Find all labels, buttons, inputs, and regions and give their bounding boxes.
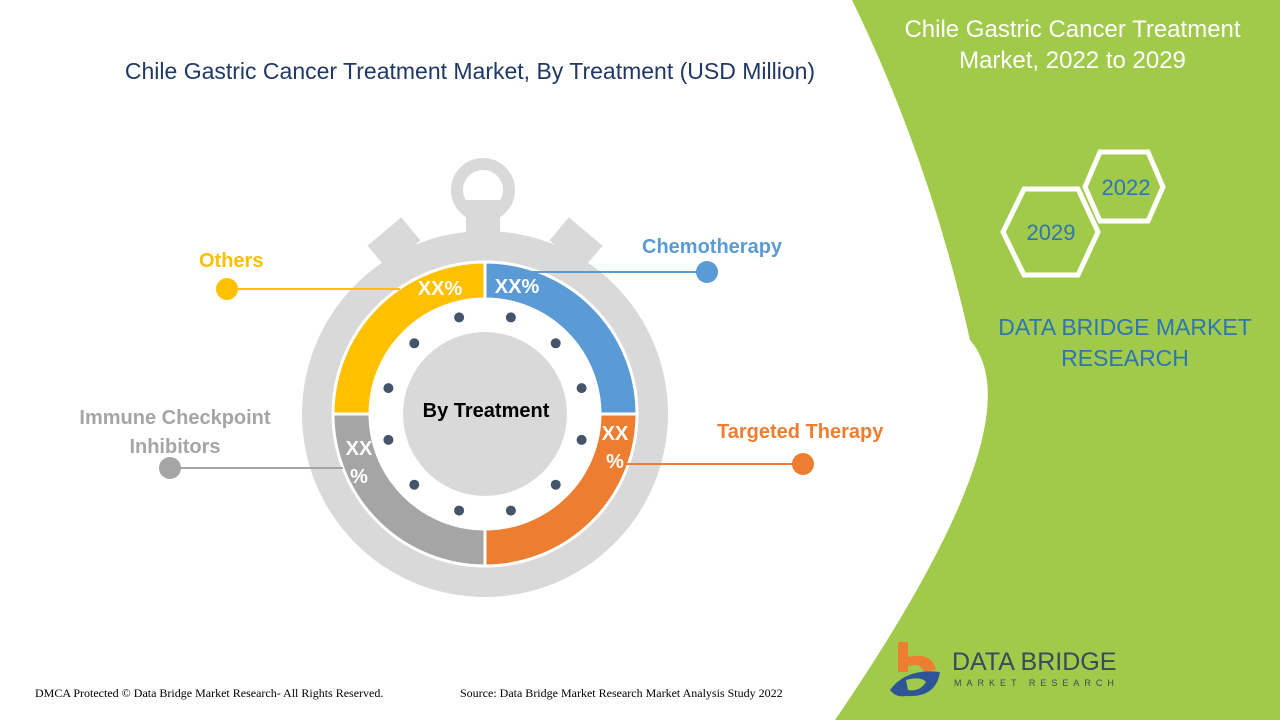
value-label-targeted: XX%: [602, 423, 629, 473]
marker-chemotherapy: [696, 261, 718, 283]
tick-dot: [576, 383, 587, 394]
slice-others: [331, 260, 487, 416]
chart-title: Chile Gastric Cancer Treatment Market, B…: [124, 58, 816, 84]
tick-dots: [383, 312, 587, 516]
tick-dot: [454, 312, 465, 323]
tick-dot: [383, 383, 394, 394]
tick-dot: [383, 434, 394, 445]
tick-dot: [409, 338, 420, 349]
value-label-immune: XX%: [346, 438, 373, 488]
logo-text: DATA BRIDGE: [952, 648, 1117, 676]
value-label-chemotherapy: XX%: [495, 276, 540, 298]
category-label-chemotherapy: Chemotherapy: [642, 236, 783, 258]
data-bridge-logo-icon: [890, 642, 940, 697]
footer-source: Source: Data Bridge Market Research Mark…: [460, 686, 783, 700]
center-label: By Treatment: [423, 400, 550, 422]
marker-others: [216, 278, 238, 300]
brand-name: DATA BRIDGE MARKET RESEARCH: [998, 314, 1252, 371]
value-label-others: XX%: [418, 278, 463, 300]
marker-targeted: [792, 453, 814, 475]
tick-dot: [454, 505, 465, 516]
category-label-targeted: Targeted Therapy: [717, 421, 884, 443]
tick-dot: [550, 479, 561, 490]
green-side-panel: [835, 0, 1280, 720]
footer-copyright: DMCA Protected © Data Bridge Market Rese…: [35, 686, 384, 700]
hexagon-2029: [1000, 186, 1101, 278]
tick-dot: [409, 479, 420, 490]
category-label-others: Others: [199, 250, 264, 272]
tick-dot: [505, 312, 516, 323]
side-panel-title: Chile Gastric Cancer Treatment Market, 2…: [904, 16, 1241, 74]
logo-subtext: MARKET RESEARCH: [954, 678, 1119, 688]
donut-ring: [331, 260, 639, 568]
tick-dot: [550, 338, 561, 349]
year-2029: 2029: [1027, 220, 1076, 245]
year-2022: 2022: [1102, 175, 1151, 200]
center-circle: [403, 332, 567, 496]
category-label-immune: Immune Checkpoint Inhibitors: [79, 407, 271, 458]
marker-immune: [159, 457, 181, 479]
hexagon-2022: [1082, 149, 1166, 224]
tick-dot: [576, 434, 587, 445]
tick-dot: [505, 505, 516, 516]
